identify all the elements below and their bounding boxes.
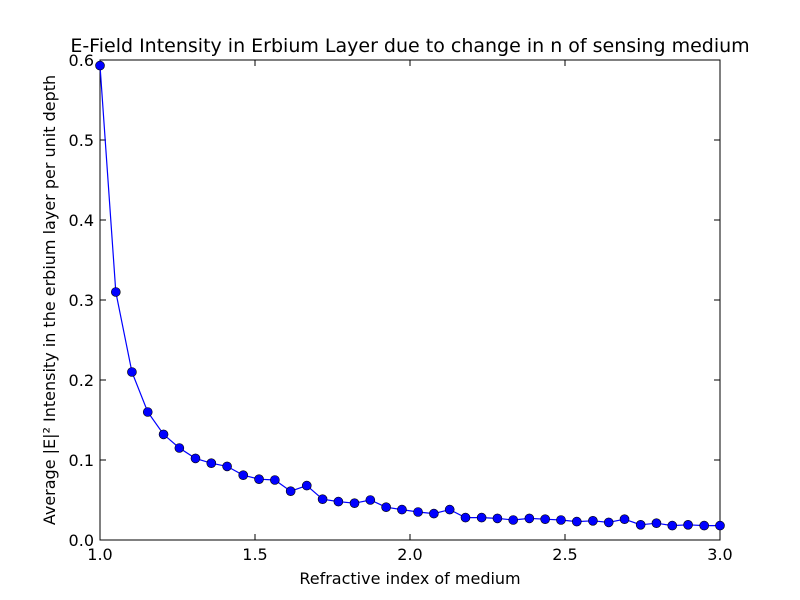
chart-title: E-Field Intensity in Erbium Layer due to…: [70, 35, 749, 57]
data-point: [524, 513, 535, 524]
data-point: [413, 507, 423, 517]
data-point: [142, 407, 153, 417]
data-point: [635, 519, 646, 530]
data-point: [317, 494, 328, 505]
y-tick-label: 0.1: [69, 451, 94, 470]
plot-frame: [99, 59, 721, 541]
data-point: [381, 502, 391, 513]
x-tick-label: 2.0: [397, 545, 422, 564]
data-point: [460, 512, 471, 523]
data-point: [190, 453, 201, 464]
data-point: [365, 495, 376, 505]
data-point: [333, 496, 344, 507]
data-point: [651, 518, 662, 529]
data-point: [699, 520, 709, 531]
data-point: [667, 520, 678, 531]
data-point: [683, 519, 693, 530]
data-point: [349, 498, 360, 509]
data-point: [397, 504, 407, 515]
data-point: [238, 470, 249, 481]
data-point: [715, 520, 725, 531]
x-tick-label: 1.0: [87, 545, 112, 564]
data-point: [270, 475, 280, 485]
plot-area: [99, 59, 721, 541]
data-point: [222, 461, 232, 472]
y-tick-label: 0.4: [69, 211, 94, 230]
data-point: [111, 287, 121, 297]
series-line: [99, 65, 720, 527]
data-point: [174, 443, 185, 453]
data-point: [127, 367, 137, 377]
data-point: [301, 480, 312, 491]
y-tick-label: 0.6: [69, 51, 94, 70]
data-point: [206, 458, 217, 469]
data-point: [571, 516, 582, 527]
y-tick-label: 0.2: [69, 371, 94, 390]
y-tick-label: 0.0: [69, 531, 94, 550]
x-tick-label: 3.0: [707, 545, 732, 564]
data-point: [285, 486, 296, 497]
data-point: [508, 515, 519, 525]
data-point: [95, 60, 105, 71]
data-point: [492, 513, 503, 524]
series-layer: [95, 60, 725, 531]
y-axis-label: Average |E|² Intensity in the erbium lay…: [40, 75, 59, 525]
x-tick-label: 2.5: [552, 545, 577, 564]
data-point: [588, 515, 598, 526]
y-tick-label: 0.5: [69, 131, 94, 150]
data-point: [158, 429, 169, 440]
data-point: [619, 514, 630, 525]
data-point: [444, 504, 455, 515]
data-point: [429, 508, 439, 519]
data-point: [254, 474, 264, 485]
y-tick-label: 0.3: [69, 291, 94, 310]
data-point: [603, 517, 614, 528]
x-axis-ticks: 1.0 1.5 2.0 2.5 3.0: [87, 60, 733, 564]
data-point: [540, 514, 550, 525]
x-axis-label: Refractive index of medium: [299, 569, 520, 588]
data-point: [476, 512, 487, 523]
data-point: [556, 515, 566, 525]
x-tick-label: 1.5: [242, 545, 267, 564]
y-axis-ticks: 0.0 0.1 0.2 0.3 0.4 0.5 0.6: [69, 51, 720, 550]
